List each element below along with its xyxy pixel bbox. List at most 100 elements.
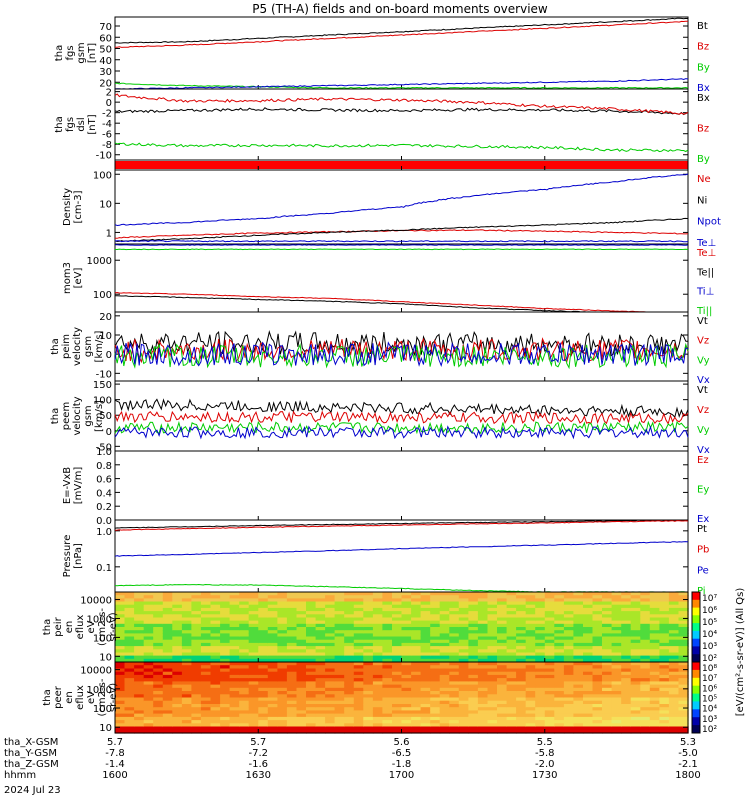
spectrogram-cell bbox=[181, 595, 193, 599]
spectrogram-cell bbox=[210, 614, 221, 619]
spectrogram-cell bbox=[172, 639, 183, 644]
spectrogram-cell bbox=[554, 678, 565, 682]
spectrogram-cell bbox=[325, 691, 336, 695]
spectrogram-cell bbox=[449, 678, 460, 682]
spectrogram-cell bbox=[602, 678, 613, 682]
spectrogram-cell bbox=[315, 633, 326, 638]
spectrogram-cell bbox=[487, 694, 498, 699]
spectrogram-cell bbox=[315, 697, 326, 702]
spectrogram-cell bbox=[143, 658, 154, 663]
spectrogram-cell bbox=[344, 668, 355, 673]
spectrogram-cell bbox=[286, 604, 298, 609]
spectrogram-cell bbox=[392, 723, 403, 728]
spectrogram-cell bbox=[477, 592, 489, 596]
spectrogram-cell bbox=[516, 636, 527, 641]
spectrogram-cell bbox=[162, 592, 173, 596]
spectrogram-cell bbox=[258, 716, 269, 721]
spectrogram-cell bbox=[220, 694, 231, 699]
spectrogram-cell bbox=[162, 720, 173, 724]
spectrogram-cell bbox=[506, 691, 517, 695]
spectrogram-cell bbox=[592, 630, 603, 634]
spectrogram-cell bbox=[583, 691, 594, 695]
spectrogram-cell bbox=[678, 704, 689, 708]
spectrogram-cell bbox=[678, 723, 689, 728]
spectrogram-cell bbox=[372, 710, 384, 715]
spectrogram-cell bbox=[592, 723, 603, 728]
y-tick-label: 100 bbox=[93, 704, 112, 715]
spectrogram-cell bbox=[315, 642, 326, 647]
spectrogram-cell bbox=[602, 623, 613, 628]
spectrogram-cell bbox=[439, 652, 450, 657]
spectrogram-cell bbox=[573, 642, 584, 647]
spectrogram-cell bbox=[544, 674, 555, 679]
spectrogram-cell bbox=[315, 649, 326, 654]
spectrogram-cell bbox=[544, 697, 555, 702]
spectrogram-cell bbox=[516, 598, 527, 603]
spectrogram-cell bbox=[487, 642, 498, 647]
spectrogram-cell bbox=[334, 636, 345, 641]
spectrogram-cell bbox=[449, 674, 460, 679]
spectrogram-cell bbox=[229, 639, 240, 644]
spectrogram-cell bbox=[325, 700, 336, 705]
spectrogram-cell bbox=[516, 704, 527, 708]
spectrogram-cell bbox=[621, 598, 632, 603]
spectrogram-cell bbox=[411, 691, 422, 695]
spectrogram-cell bbox=[678, 700, 689, 705]
spectrogram-cell bbox=[563, 611, 575, 615]
spectrogram-cell bbox=[611, 607, 622, 612]
spectrogram-cell bbox=[210, 694, 221, 699]
spectrogram-cell bbox=[678, 601, 689, 606]
spectrogram-cell bbox=[124, 707, 135, 711]
spectrogram-cell bbox=[191, 633, 202, 638]
spectrogram-cell bbox=[382, 687, 393, 692]
spectrogram-cell bbox=[172, 723, 183, 728]
spectrogram-cell bbox=[640, 636, 651, 641]
spectrogram-cell bbox=[143, 687, 154, 692]
spectrogram-cell bbox=[668, 630, 680, 634]
spectrogram-cell bbox=[239, 671, 250, 676]
spectrogram-cell bbox=[392, 627, 403, 631]
y-tick-label: -2 bbox=[102, 109, 112, 120]
spectrogram-cell bbox=[115, 611, 126, 615]
spectrogram-cell bbox=[210, 662, 221, 666]
spectrogram-cell bbox=[563, 639, 575, 644]
spectrogram-cell bbox=[153, 595, 164, 599]
spectrogram-cell bbox=[153, 678, 164, 682]
spectrogram-cell bbox=[477, 694, 489, 699]
spectrogram-cell bbox=[172, 674, 183, 679]
spectrogram-cell bbox=[477, 627, 489, 631]
spectrogram-cell bbox=[191, 639, 202, 644]
spectrogram-cell bbox=[583, 627, 594, 631]
y-axis-label: tha bbox=[42, 619, 53, 635]
spectrogram-cell bbox=[411, 713, 422, 718]
spectrogram-cell bbox=[267, 716, 278, 721]
spectrogram-cell bbox=[611, 642, 622, 647]
spectrogram-cell bbox=[220, 617, 231, 622]
spectrogram-cell bbox=[267, 694, 278, 699]
spectrogram-cell bbox=[344, 649, 355, 654]
spectrogram-cell bbox=[592, 662, 603, 666]
spectrogram-cell bbox=[420, 710, 431, 715]
spectrogram-cell bbox=[430, 691, 441, 695]
spectrogram-cell bbox=[392, 687, 403, 692]
spectrogram-cell bbox=[449, 684, 460, 689]
spectrogram-cell bbox=[420, 694, 431, 699]
spectrogram-cell bbox=[334, 713, 345, 718]
y-axis-label: dsl bbox=[76, 117, 87, 131]
spectrogram-cell bbox=[181, 614, 193, 619]
spectrogram-cell bbox=[487, 720, 498, 724]
spectrogram-cell bbox=[315, 716, 326, 721]
spectrogram-cell bbox=[497, 700, 508, 705]
spectrogram-cell bbox=[162, 710, 173, 715]
spectrogram-cell bbox=[134, 704, 145, 708]
spectrogram-cell bbox=[277, 665, 288, 669]
y-axis-label: en bbox=[64, 621, 75, 634]
spectrogram-cell bbox=[401, 697, 412, 702]
spectrogram-cell bbox=[573, 636, 584, 641]
spectrogram-cell bbox=[516, 595, 527, 599]
spectrogram-cell bbox=[649, 595, 660, 599]
spectrogram-cell bbox=[248, 592, 259, 596]
spectrogram-cell bbox=[630, 707, 641, 711]
spectrogram-cell bbox=[411, 607, 422, 612]
